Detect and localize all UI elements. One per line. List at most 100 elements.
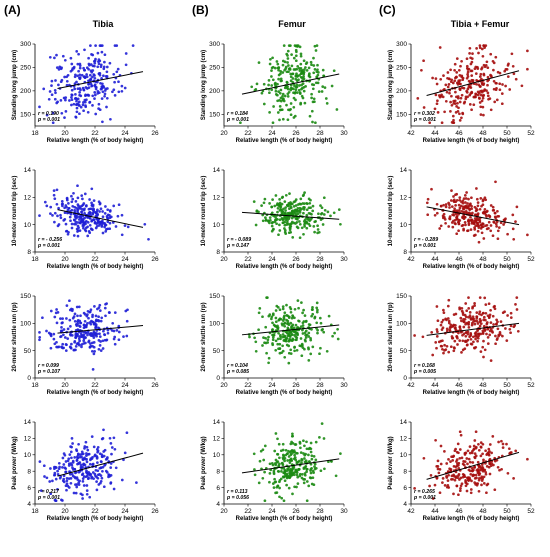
- data-point: [448, 91, 451, 95]
- data-point: [78, 93, 81, 97]
- data-point: [70, 226, 74, 230]
- data-point: [505, 442, 508, 446]
- data-point: [281, 71, 285, 74]
- data-point: [90, 204, 94, 207]
- data-point: [78, 66, 82, 70]
- data-point: [106, 227, 110, 231]
- data-point: [477, 448, 481, 452]
- data-point: [282, 466, 286, 470]
- data-point: [55, 66, 59, 69]
- data-point: [289, 86, 293, 90]
- data-point: [293, 114, 297, 118]
- data-point: [90, 435, 94, 438]
- data-point: [98, 332, 101, 336]
- data-point: [481, 442, 485, 446]
- data-point: [70, 103, 73, 107]
- panel-label-b: (B): [192, 3, 209, 17]
- data-point: [436, 465, 440, 468]
- data-point: [510, 52, 514, 56]
- x-tick-label: 48: [479, 382, 487, 389]
- data-point: [285, 474, 288, 478]
- data-point: [92, 336, 96, 339]
- data-point: [284, 209, 287, 212]
- data-point: [460, 456, 464, 460]
- data-point: [289, 321, 293, 325]
- data-point: [464, 331, 468, 335]
- data-point: [474, 337, 477, 341]
- data-point: [467, 223, 471, 227]
- data-point: [303, 223, 306, 226]
- data-point: [431, 497, 435, 500]
- data-point: [462, 101, 466, 105]
- data-point: [96, 461, 99, 464]
- data-point: [303, 331, 307, 335]
- data-point: [486, 336, 490, 339]
- data-point: [103, 94, 106, 98]
- data-point: [95, 334, 98, 338]
- data-point: [59, 80, 63, 84]
- correlation-r-value: r = - 0.089: [227, 237, 251, 243]
- correlation-r-value: r = 0.099: [38, 363, 59, 369]
- data-point: [92, 199, 96, 202]
- data-point: [430, 187, 433, 191]
- data-point: [300, 94, 304, 98]
- data-point: [318, 436, 321, 439]
- data-point: [287, 217, 291, 221]
- data-point: [458, 456, 462, 460]
- data-point: [312, 483, 316, 487]
- data-point: [296, 482, 300, 485]
- data-point: [296, 44, 300, 47]
- data-point: [460, 319, 463, 323]
- data-point: [63, 75, 66, 79]
- data-point: [253, 473, 257, 477]
- data-point: [80, 194, 84, 197]
- data-point: [289, 472, 292, 476]
- data-point: [439, 224, 443, 228]
- x-tick-label: 20: [220, 382, 228, 389]
- data-point: [85, 471, 89, 475]
- data-point: [501, 83, 504, 86]
- data-point: [498, 82, 502, 86]
- data-point: [120, 213, 124, 217]
- data-point: [482, 82, 486, 85]
- data-point: [474, 454, 478, 458]
- data-point: [115, 44, 119, 47]
- data-point: [79, 88, 82, 92]
- data-point: [283, 212, 287, 216]
- data-point: [125, 334, 129, 338]
- data-point: [453, 326, 457, 330]
- data-point: [100, 223, 104, 227]
- data-point: [474, 92, 477, 96]
- data-point: [303, 444, 306, 448]
- x-tick-label: 22: [244, 382, 252, 389]
- data-point: [307, 359, 311, 362]
- data-point: [473, 301, 476, 305]
- data-point: [486, 314, 490, 318]
- data-point: [461, 207, 465, 211]
- data-point: [458, 198, 462, 202]
- data-point: [443, 450, 446, 453]
- data-point: [74, 116, 78, 119]
- data-point: [313, 44, 317, 48]
- data-point: [512, 477, 515, 480]
- data-point: [482, 324, 486, 328]
- correlation-p-value: p = 0.001: [413, 243, 436, 249]
- data-point: [322, 196, 326, 200]
- data-point: [301, 473, 304, 476]
- data-point: [464, 223, 467, 227]
- data-point: [86, 225, 89, 229]
- data-point: [55, 308, 58, 311]
- data-point: [481, 467, 485, 470]
- data-point: [82, 333, 86, 337]
- data-point: [48, 90, 52, 93]
- x-tick-label: 46: [455, 130, 463, 137]
- data-point: [435, 305, 439, 308]
- data-point: [82, 339, 86, 343]
- data-point: [473, 67, 477, 71]
- data-point: [496, 237, 500, 241]
- data-point: [270, 69, 273, 72]
- data-point: [454, 475, 458, 478]
- data-point: [470, 74, 474, 77]
- data-point: [492, 208, 496, 212]
- data-point: [461, 201, 465, 205]
